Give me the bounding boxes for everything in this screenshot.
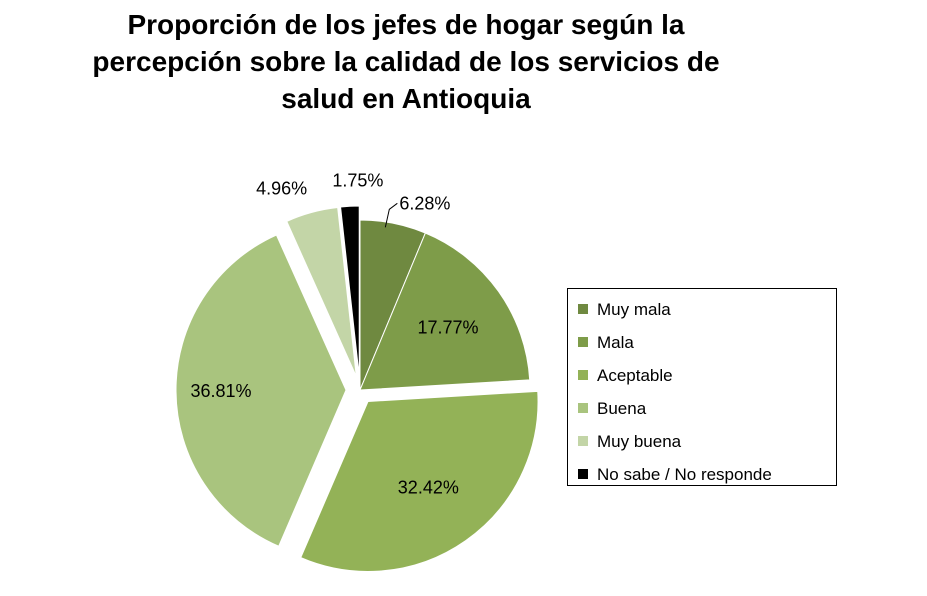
leader-line-0 xyxy=(384,202,398,228)
legend-swatch xyxy=(578,370,588,380)
pie-slice-5 xyxy=(340,205,360,377)
legend-item-muy-buena: Muy buena xyxy=(568,425,836,458)
legend-label: Aceptable xyxy=(597,366,673,385)
legend-item-buena: Buena xyxy=(568,392,836,425)
pie-slice-2 xyxy=(300,390,539,572)
legend-swatch xyxy=(578,403,588,413)
chart-title-line-3: salud en Antioquia xyxy=(281,83,531,114)
chart-title: Proporción de los jefes de hogar según l… xyxy=(80,6,732,117)
legend-label: Buena xyxy=(597,399,647,418)
legend-label: Muy buena xyxy=(597,432,682,451)
legend-swatch xyxy=(578,337,588,347)
legend-label: Muy mala xyxy=(597,300,671,319)
legend-swatch xyxy=(578,436,588,446)
data-label-3: 36.81% xyxy=(190,381,251,401)
chart-title-line-1: Proporción de los jefes de hogar según l… xyxy=(127,9,685,40)
legend-item-no-sabe: No sabe / No responde xyxy=(568,458,836,491)
chart-legend: Muy mala Mala Aceptable Buena Muy buena … xyxy=(567,288,837,486)
legend-label: No sabe / No responde xyxy=(597,465,772,484)
data-label-0: 6.28% xyxy=(399,193,450,213)
data-label-5: 1.75% xyxy=(332,170,383,190)
pie-slice-3 xyxy=(175,234,347,547)
legend-item-aceptable: Aceptable xyxy=(568,359,836,392)
data-label-4: 4.96% xyxy=(256,178,307,198)
legend-item-muy-mala: Muy mala xyxy=(568,293,836,326)
pie-slice-1 xyxy=(359,232,531,391)
pie-slice-4 xyxy=(286,206,357,377)
chart-title-line-2: percepción sobre la calidad de los servi… xyxy=(92,46,720,77)
legend-label: Mala xyxy=(597,333,634,352)
legend-swatch xyxy=(578,304,588,314)
data-label-2: 32.42% xyxy=(398,477,459,497)
legend-swatch xyxy=(578,469,588,479)
data-label-1: 17.77% xyxy=(418,317,479,337)
legend-item-mala: Mala xyxy=(568,326,836,359)
